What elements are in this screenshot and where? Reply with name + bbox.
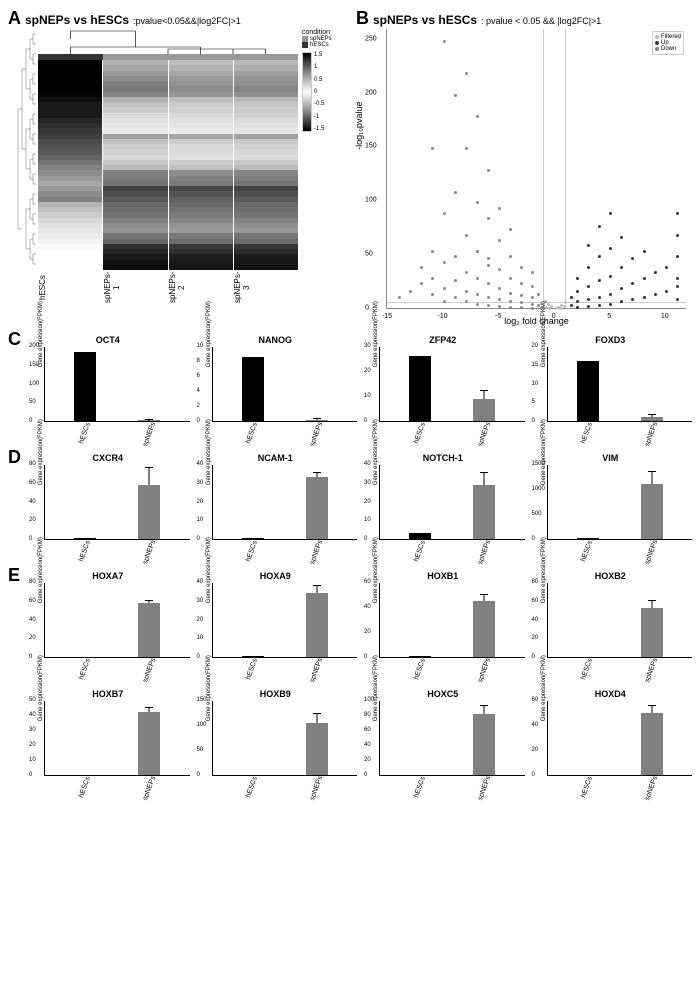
- scale-ticks: 1.510.50-0.5-1-1.5: [314, 52, 324, 132]
- dendrogram-left: [8, 29, 38, 269]
- legend-condition-title: condition: [302, 29, 348, 36]
- dendro-top-svg: [38, 29, 298, 54]
- volcano-xlabel: log₂ fold change: [504, 316, 569, 326]
- volcano-plot: -log₁₀pvalue log₂ fold change FilteredUp…: [386, 29, 686, 309]
- panel-b-title: spNEPs vs hESCs: [373, 13, 477, 27]
- panel-b-subtitle: : pvalue < 0.05 && |log2FC|>1: [481, 16, 601, 26]
- panel-a-label: A: [8, 8, 21, 29]
- volcano-ylabel: -log₁₀pvalue: [354, 101, 364, 149]
- heatmap-main: hESCsspNEPs-1spNEPs-2spNEPs-3: [38, 29, 298, 309]
- color-scale-bar: [302, 52, 312, 132]
- dendrogram-top: [38, 29, 298, 54]
- condition-legend-items: spNEPshESCs: [302, 36, 348, 48]
- panel-b-label: B: [356, 8, 369, 29]
- panel-a-title: spNEPs vs hESCs: [25, 13, 129, 27]
- dendro-left-svg: [8, 29, 38, 269]
- heatmap-area: hESCsspNEPs-1spNEPs-2spNEPs-3 condition …: [8, 29, 348, 309]
- heatmap-column-labels: hESCsspNEPs-1spNEPs-2spNEPs-3: [38, 270, 298, 305]
- heatmap-grid: [38, 60, 298, 270]
- panel-a-subtitle: :pvalue<0.05&&|log2FC|>1: [133, 16, 241, 26]
- figure-container: A spNEPs vs hESCs :pvalue<0.05&&|log2FC|…: [0, 0, 700, 809]
- heatmap-legend: condition spNEPshESCs 1.510.50-0.5-1-1.5: [298, 29, 348, 309]
- bar-panels: COCT4Gene expression(FPKM)050100150200hE…: [8, 329, 692, 801]
- panel-a: A spNEPs vs hESCs :pvalue<0.05&&|log2FC|…: [8, 8, 348, 329]
- top-row: A spNEPs vs hESCs :pvalue<0.05&&|log2FC|…: [8, 8, 692, 329]
- volcano-legend: FilteredUpDown: [652, 31, 684, 55]
- panel-b: B spNEPs vs hESCs : pvalue < 0.05 && |lo…: [356, 8, 686, 329]
